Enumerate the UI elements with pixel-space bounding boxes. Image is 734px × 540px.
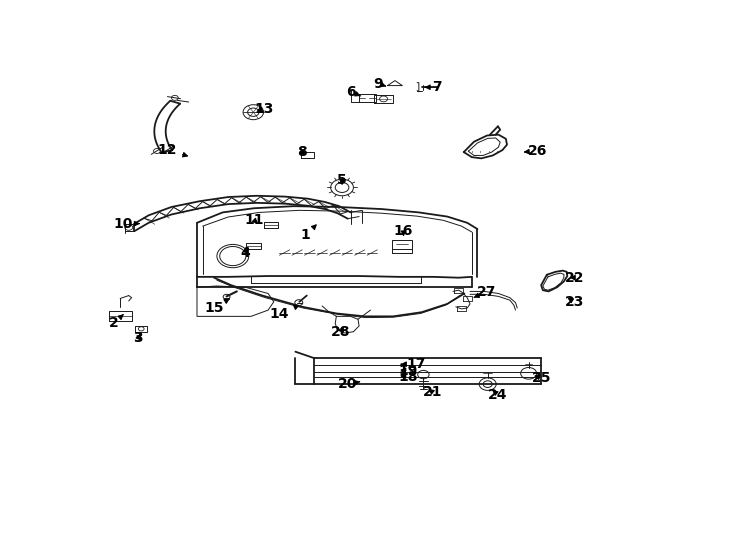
Circle shape [520, 368, 537, 379]
Circle shape [418, 370, 429, 379]
Text: 20: 20 [338, 377, 360, 391]
Polygon shape [355, 250, 365, 256]
Text: 28: 28 [331, 325, 351, 339]
Circle shape [479, 378, 496, 390]
Text: 12: 12 [158, 143, 187, 157]
Circle shape [335, 183, 349, 192]
Circle shape [172, 96, 178, 100]
Circle shape [483, 381, 493, 388]
Circle shape [330, 179, 354, 196]
Polygon shape [330, 250, 340, 256]
Text: 9: 9 [373, 77, 385, 91]
Text: 18: 18 [399, 370, 418, 384]
Text: 3: 3 [134, 332, 143, 346]
Text: 13: 13 [255, 102, 274, 116]
Text: 6: 6 [346, 85, 360, 99]
Circle shape [217, 245, 249, 268]
Text: 27: 27 [474, 285, 496, 299]
Text: 23: 23 [564, 295, 584, 309]
Text: 24: 24 [488, 388, 508, 402]
Text: 22: 22 [564, 271, 584, 285]
Polygon shape [280, 250, 290, 256]
Polygon shape [342, 250, 352, 256]
Text: 8: 8 [297, 145, 307, 159]
Text: 15: 15 [204, 299, 229, 315]
Circle shape [295, 300, 303, 306]
Circle shape [223, 294, 230, 299]
Circle shape [247, 108, 259, 116]
Polygon shape [305, 250, 315, 256]
Text: 26: 26 [525, 144, 548, 158]
Polygon shape [317, 250, 327, 256]
Text: 25: 25 [531, 371, 551, 385]
Text: 11: 11 [244, 213, 264, 227]
Text: 17: 17 [401, 357, 426, 371]
Text: 1: 1 [301, 225, 316, 242]
Circle shape [243, 105, 264, 120]
Text: 14: 14 [269, 306, 299, 321]
Polygon shape [292, 250, 302, 256]
Circle shape [379, 96, 388, 102]
Text: 2: 2 [109, 315, 123, 330]
Circle shape [125, 225, 133, 230]
Text: 10: 10 [113, 217, 139, 231]
Text: 5: 5 [337, 173, 347, 187]
Circle shape [139, 327, 144, 331]
Text: 16: 16 [394, 224, 413, 238]
Polygon shape [367, 250, 377, 256]
Circle shape [153, 148, 161, 153]
Text: 21: 21 [424, 386, 443, 400]
Text: 7: 7 [426, 80, 441, 94]
Circle shape [219, 246, 246, 266]
Text: 4: 4 [241, 246, 250, 260]
Text: 19: 19 [399, 364, 418, 378]
